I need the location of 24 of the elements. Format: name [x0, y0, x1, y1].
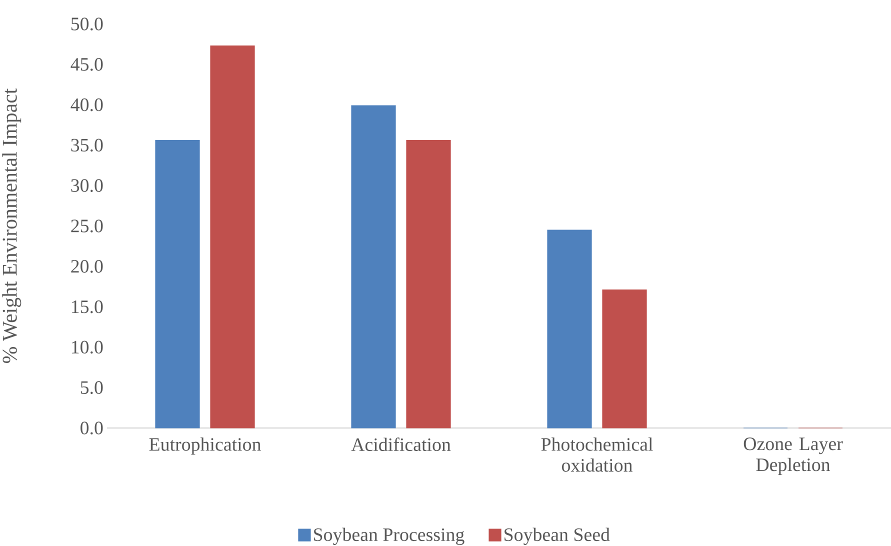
x-tick-label: Ozone Layer Depletion	[744, 438, 843, 476]
y-tick-label: 20.0	[71, 260, 103, 273]
x-tick-label: Photochemical oxidation	[541, 438, 653, 472]
y-tick-label: 25.0	[71, 220, 103, 232]
bar	[406, 140, 451, 428]
y-tick-label: 5.0	[80, 381, 103, 394]
bar	[210, 46, 255, 428]
y-tick-label: 10.0	[72, 340, 103, 354]
y-tick-label: 50.0	[71, 18, 103, 30]
legend-label: Soybean Seed	[504, 528, 610, 545]
y-tick-label: 0.0	[80, 422, 103, 434]
bar	[351, 105, 396, 428]
bar	[155, 140, 200, 428]
bar	[547, 230, 592, 428]
x-tick-label: Acidification	[351, 438, 451, 452]
y-tick-label: 45.0	[70, 58, 103, 71]
x-tick-label: Eutrophication	[149, 438, 261, 455]
y-tick-label: 30.0	[71, 179, 103, 192]
y-tick-label: 40.0	[70, 98, 103, 112]
y-tick-label: 15.0	[72, 300, 103, 314]
bar	[602, 290, 647, 428]
y-axis-title: % Weight Environmental Impact	[2, 88, 22, 364]
legend-label: Soybean Processing	[314, 528, 464, 545]
y-tick-label: 35.0	[71, 138, 103, 152]
